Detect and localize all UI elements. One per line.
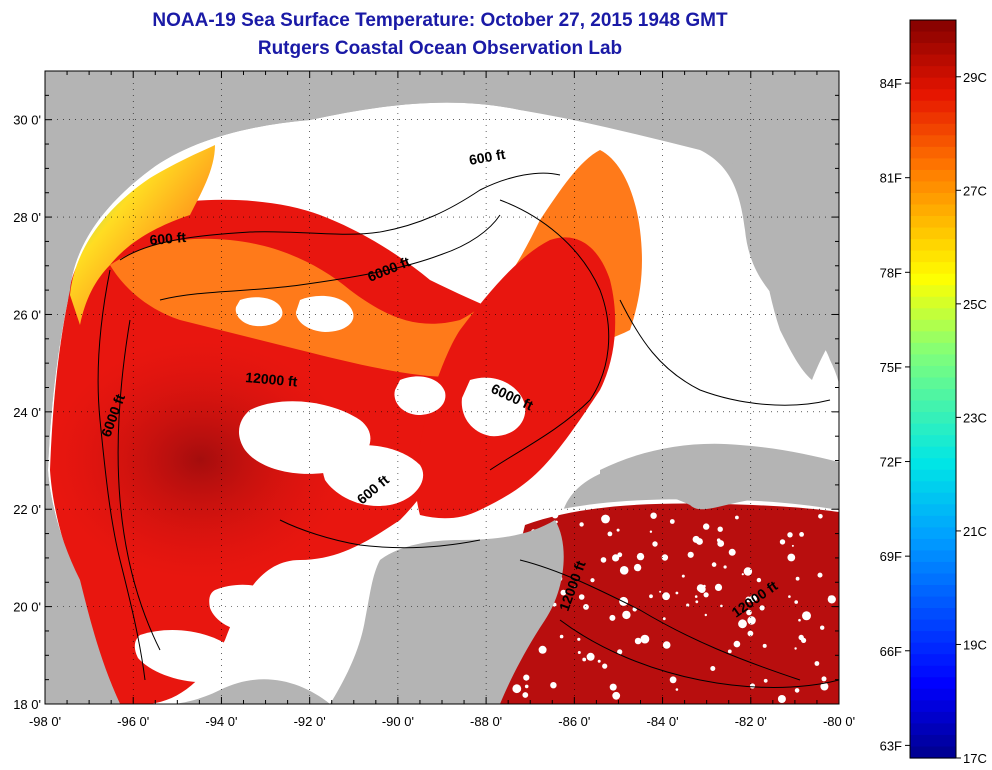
celsius-label: 17C <box>963 751 987 766</box>
celsius-label: 25C <box>963 297 987 312</box>
fahrenheit-label: 63F <box>880 738 902 753</box>
land-yucatan <box>330 520 564 704</box>
fahrenheit-label: 78F <box>880 265 902 280</box>
lon-label: -92 0' <box>294 714 326 729</box>
contour-600ft-north: 600 ft <box>468 146 507 168</box>
lon-label: -96 0' <box>117 714 149 729</box>
celsius-label: 21C <box>963 524 987 539</box>
lon-label: -90 0' <box>382 714 414 729</box>
contour-600ft-west: 600 ft <box>149 229 187 248</box>
lon-label: -84 0' <box>646 714 678 729</box>
lon-label: -86 0' <box>558 714 590 729</box>
colorbar-gradient <box>910 20 956 759</box>
land-mexico <box>45 71 620 704</box>
lat-label: 20 0' <box>13 600 41 615</box>
lon-label: -82 0' <box>735 714 767 729</box>
celsius-label: 29C <box>963 70 987 85</box>
colorbar-fahrenheit-labels: 84F 81F 78F 75F 72F 69F 66F 63F <box>880 76 902 753</box>
celsius-label: 19C <box>963 637 987 652</box>
bathymetry-contours <box>97 172 839 688</box>
axis-ticks <box>44 70 839 705</box>
map-frame <box>45 71 839 704</box>
map-subtitle: Rutgers Coastal Ocean Observation Lab <box>257 38 623 59</box>
map-title: NOAA-19 Sea Surface Temperature: October… <box>152 10 728 31</box>
lon-label: -94 0' <box>205 714 237 729</box>
fahrenheit-label: 72F <box>880 455 902 470</box>
contour-12000ft-central: 12000 ft <box>245 369 299 390</box>
fahrenheit-label: 66F <box>880 644 902 659</box>
colorbar-ticks <box>905 76 961 759</box>
lat-label: 30 0' <box>13 113 41 128</box>
colorbar-border <box>909 19 957 759</box>
lat-label: 22 0' <box>13 502 41 517</box>
fahrenheit-label: 84F <box>880 76 902 91</box>
celsius-label: 27C <box>963 183 987 198</box>
lon-label: -98 0' <box>29 714 61 729</box>
sst-coastal-band <box>70 145 215 325</box>
lat-label: 24 0' <box>13 405 41 420</box>
lon-label: -88 0' <box>470 714 502 729</box>
fahrenheit-label: 81F <box>880 171 902 186</box>
lon-label: -80 0' <box>823 714 855 729</box>
sst-hot-core <box>50 340 350 580</box>
lat-label: 26 0' <box>13 307 41 322</box>
lat-label: 28 0' <box>13 210 41 225</box>
longitude-labels: -98 0' -96 0' -94 0' -92 0' -90 0' -88 0' -86 … <box>29 714 855 729</box>
land-cuba <box>600 443 839 510</box>
lat-label: 18 0' <box>13 697 41 712</box>
graticule <box>45 71 839 704</box>
fahrenheit-label: 69F <box>880 549 902 564</box>
colorbar-celsius-labels: 29C 27C 25C 23C 21C 19C 17C <box>963 70 987 766</box>
celsius-label: 23C <box>963 410 987 425</box>
fahrenheit-label: 75F <box>880 360 902 375</box>
latitude-labels: 18 0' 20 0' 22 0' 24 0' 26 0' 28 0' 30 0' <box>13 113 41 712</box>
cloud-patches <box>134 295 526 683</box>
sst-loop-current <box>415 237 616 519</box>
land-florida <box>620 71 839 380</box>
